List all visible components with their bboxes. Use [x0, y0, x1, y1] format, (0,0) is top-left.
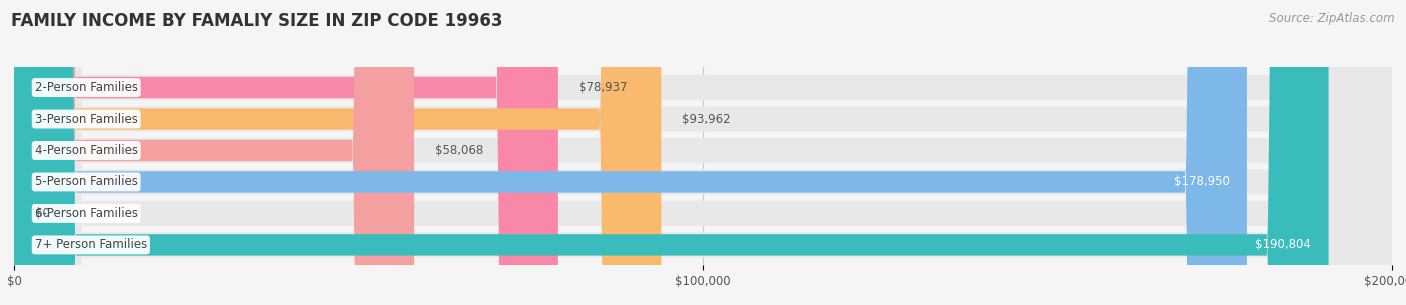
FancyBboxPatch shape — [14, 0, 1392, 305]
Text: $190,804: $190,804 — [1256, 239, 1312, 251]
Text: 3-Person Families: 3-Person Families — [35, 113, 138, 126]
FancyBboxPatch shape — [14, 0, 1247, 305]
FancyBboxPatch shape — [14, 0, 558, 305]
Text: $0: $0 — [35, 207, 49, 220]
Text: $178,950: $178,950 — [1174, 175, 1230, 188]
FancyBboxPatch shape — [14, 0, 1392, 305]
Text: 4-Person Families: 4-Person Families — [35, 144, 138, 157]
Text: $78,937: $78,937 — [578, 81, 627, 94]
Text: Source: ZipAtlas.com: Source: ZipAtlas.com — [1270, 12, 1395, 25]
FancyBboxPatch shape — [14, 0, 1329, 305]
Text: $58,068: $58,068 — [434, 144, 484, 157]
FancyBboxPatch shape — [14, 0, 1392, 305]
FancyBboxPatch shape — [14, 0, 661, 305]
Text: 5-Person Families: 5-Person Families — [35, 175, 138, 188]
Text: $93,962: $93,962 — [682, 113, 731, 126]
FancyBboxPatch shape — [14, 0, 1392, 305]
Text: 6-Person Families: 6-Person Families — [35, 207, 138, 220]
FancyBboxPatch shape — [14, 0, 415, 305]
FancyBboxPatch shape — [14, 0, 1392, 305]
Text: 2-Person Families: 2-Person Families — [35, 81, 138, 94]
Text: FAMILY INCOME BY FAMALIY SIZE IN ZIP CODE 19963: FAMILY INCOME BY FAMALIY SIZE IN ZIP COD… — [11, 12, 503, 30]
FancyBboxPatch shape — [14, 0, 1392, 305]
Text: 7+ Person Families: 7+ Person Families — [35, 239, 148, 251]
